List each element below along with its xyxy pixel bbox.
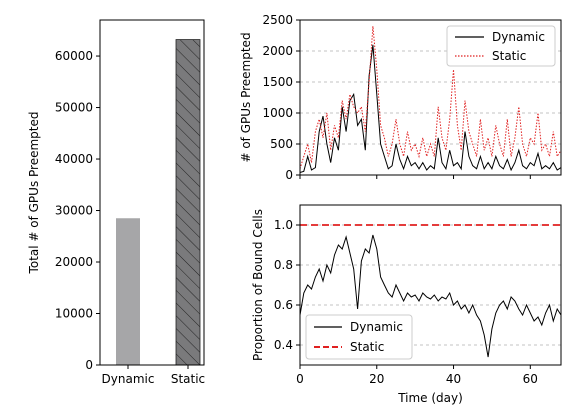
y-tick-label: 2000	[262, 44, 293, 58]
series-line-dynamic	[299, 234, 562, 358]
series-line-dynamic	[299, 44, 562, 173]
y-tick-label: 0.4	[274, 338, 293, 352]
preempted-plot-frame	[299, 19, 562, 176]
y-tick-label: 1000	[262, 106, 293, 120]
bound-x-ticks: 0 20 40 60	[296, 365, 538, 386]
bound-y-ticks: 0.4 0.6 0.8 1.0	[274, 218, 300, 352]
bar-series	[116, 39, 201, 366]
bound-series	[299, 224, 562, 358]
bound-legend: Dynamic Static	[305, 314, 413, 360]
bar-y-tick-label: 30000	[55, 204, 93, 218]
x-tick-label: 20	[369, 372, 384, 386]
bar-plot-frame	[99, 19, 205, 366]
y-tick-label: 500	[270, 137, 293, 151]
legend-static-label-2: Static	[350, 340, 384, 354]
y-tick-label: 0.6	[274, 298, 293, 312]
y-tick-label: 0.8	[274, 258, 293, 272]
bar-y-tick-label: 0	[85, 358, 93, 372]
legend-dynamic-label: Dynamic	[492, 30, 545, 44]
bar-y-tick-label: 10000	[55, 307, 93, 321]
y-tick-label: 2500	[262, 13, 293, 27]
bar-y-tick-label: 60000	[55, 49, 93, 63]
bar-y-axis-label: Total # of GPUs Preempted	[27, 112, 41, 275]
preempted-x-ticks	[299, 175, 531, 179]
bar-y-ticks: 0 10000 20000 30000 40000 50000 60000	[55, 49, 100, 372]
preempted-line-chart-panel: # of GPUs Preempted 0 500 1000 1500 2000 2500…	[239, 13, 562, 182]
series-line-static	[299, 26, 562, 169]
bound-plot-frame	[299, 204, 562, 366]
x-tick-label: 60	[523, 372, 538, 386]
preempted-y-axis-label: # of GPUs Preempted	[239, 32, 253, 162]
preempted-y-ticks: 0 500 1000 1500 2000 2500	[262, 13, 300, 182]
y-tick-label: 1.0	[274, 218, 293, 232]
preempted-series	[299, 26, 562, 173]
x-tick-label: 0	[296, 372, 304, 386]
bar-static	[175, 39, 201, 366]
bar-y-tick-label: 20000	[55, 255, 93, 269]
bound-cells-line-chart-panel: Proportion of Bound Cells Time (day) 0.4…	[251, 204, 562, 405]
bar-x-tick-label: Static	[171, 372, 205, 386]
bar-chart-panel: Total # of GPUs Preempted 0 10000 20000 300…	[27, 19, 205, 386]
bar-y-tick-label: 50000	[55, 101, 93, 115]
legend-static-label: Static	[492, 49, 526, 63]
x-tick-label: 40	[446, 372, 461, 386]
bar-y-tick-label: 40000	[55, 152, 93, 166]
legend-dynamic-label-2: Dynamic	[350, 320, 403, 334]
bound-y-axis-label: Proportion of Bound Cells	[251, 209, 265, 361]
preempted-legend: Dynamic Static	[446, 25, 556, 67]
bar-x-tick-label: Dynamic	[102, 372, 155, 386]
y-tick-label: 0	[285, 168, 293, 182]
y-tick-label: 1500	[262, 75, 293, 89]
bar-x-ticks: Dynamic Static	[102, 365, 205, 386]
bar-dynamic	[116, 218, 140, 365]
bound-x-axis-label: Time (day)	[397, 391, 463, 405]
